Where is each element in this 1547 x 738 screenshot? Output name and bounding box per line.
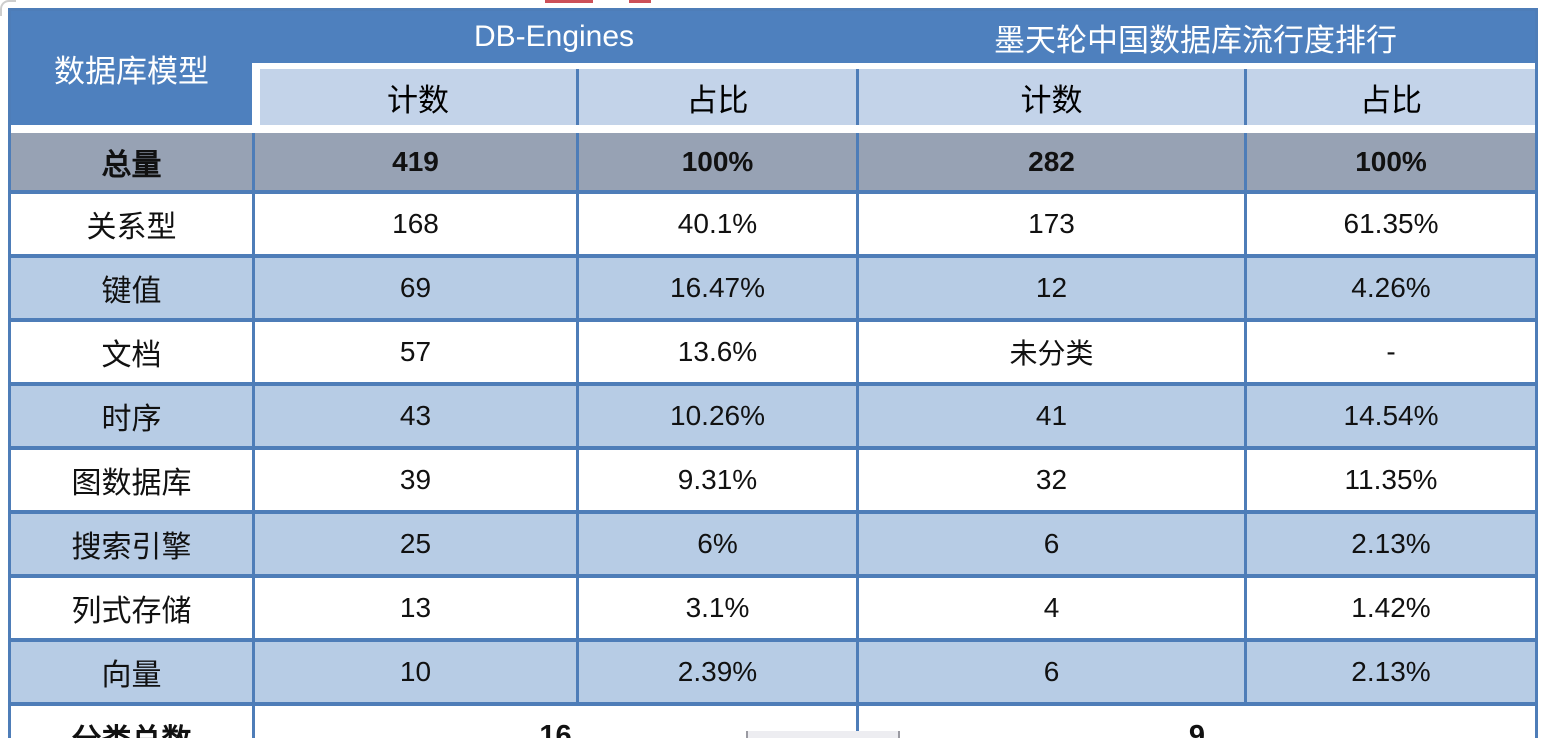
cell-value: 6	[856, 642, 1244, 702]
cropped-red-text-fragment	[545, 0, 593, 3]
cell-value: 3.1%	[576, 578, 856, 638]
table-row: 键值 69 16.47% 12 4.26%	[11, 254, 1535, 318]
cell-value: -	[1244, 322, 1535, 382]
table-row: 搜索引擎 25 6% 6 2.13%	[11, 510, 1535, 574]
cell-value: 13.6%	[576, 322, 856, 382]
cell-category-total-motianlun: 9	[856, 706, 1535, 738]
database-model-comparison-table: 数据库模型 DB-Engines 墨天轮中国数据库流行度排行 计数 占比 计数 …	[8, 8, 1538, 738]
cell-value: 100%	[576, 133, 856, 190]
cell-value: 11.35%	[1244, 450, 1535, 510]
cell-value: 6	[856, 514, 1244, 574]
cell-value: 2.39%	[576, 642, 856, 702]
row-label: 列式存储	[71, 595, 192, 628]
cropped-red-text-fragment	[629, 0, 651, 3]
table-row-total: 总量 419 100% 282 100%	[11, 133, 1535, 190]
table-row: 时序 43 10.26% 41 14.54%	[11, 382, 1535, 446]
cell-value: 57	[252, 322, 576, 382]
cell-value: 2.13%	[1244, 642, 1535, 702]
header-separator	[252, 63, 1535, 69]
cell-value: 16.47%	[576, 258, 856, 318]
horizontal-scrollbar-thumb[interactable]	[746, 731, 900, 738]
table-row: 关系型 168 40.1% 173 61.35%	[11, 190, 1535, 254]
row-label: 向量	[101, 659, 162, 692]
cell-value: 25	[252, 514, 576, 574]
page-corner-artifact	[0, 0, 16, 16]
subheader-count-db-engines: 计数	[252, 69, 576, 125]
row-label: 搜索引擎	[71, 531, 192, 564]
cell-value: 282	[856, 133, 1244, 190]
header-body-separator	[11, 125, 1535, 133]
cell-value: 41	[856, 386, 1244, 446]
cell-value: 173	[856, 194, 1244, 254]
cell-value: 61.35%	[1244, 194, 1535, 254]
corner-header-cell: 数据库模型	[11, 11, 252, 125]
cell-value: 12	[856, 258, 1244, 318]
subheader-count-motianlun: 计数	[856, 69, 1244, 125]
row-label: 总量	[101, 148, 162, 182]
cell-value: 14.54%	[1244, 386, 1535, 446]
table-row: 向量 10 2.39% 6 2.13%	[11, 638, 1535, 702]
cell-value: 43	[252, 386, 576, 446]
cell-value: 4.26%	[1244, 258, 1535, 318]
cell-value: 10	[252, 642, 576, 702]
cell-value: 39	[252, 450, 576, 510]
group-header-db-engines: DB-Engines	[473, 20, 635, 53]
cell-value: 32	[856, 450, 1244, 510]
table-header: 数据库模型 DB-Engines 墨天轮中国数据库流行度排行 计数 占比 计数 …	[11, 11, 1535, 125]
cell-value: 168	[252, 194, 576, 254]
cell-value: 9.31%	[576, 450, 856, 510]
cell-value: 69	[252, 258, 576, 318]
row-label: 关系型	[86, 211, 177, 244]
cell-value: 2.13%	[1244, 514, 1535, 574]
subheader-share-db-engines: 占比	[576, 69, 856, 125]
cell-value: 10.26%	[576, 386, 856, 446]
row-label: 文档	[101, 339, 162, 372]
cell-value: 13	[252, 578, 576, 638]
row-label: 图数据库	[71, 467, 192, 500]
row-label: 键值	[101, 275, 162, 308]
cell-category-total-db-engines: 16	[252, 706, 856, 738]
cell-value: 100%	[1244, 133, 1535, 190]
subheader-share-motianlun: 占比	[1244, 69, 1535, 125]
table-row: 文档 57 13.6% 未分类 -	[11, 318, 1535, 382]
cell-value: 419	[252, 133, 576, 190]
group-header-band: DB-Engines 墨天轮中国数据库流行度排行	[252, 11, 1535, 63]
row-label: 时序	[101, 403, 162, 436]
cell-value: 4	[856, 578, 1244, 638]
group-header-motianlun: 墨天轮中国数据库流行度排行	[994, 22, 1397, 58]
row-label: 分类总数	[11, 706, 252, 738]
table-row: 列式存储 13 3.1% 4 1.42%	[11, 574, 1535, 638]
cell-value: 未分类	[856, 322, 1244, 382]
table-row: 图数据库 39 9.31% 32 11.35%	[11, 446, 1535, 510]
table-row-footer: 分类总数 16 9	[11, 702, 1535, 738]
cell-value: 6%	[576, 514, 856, 574]
cell-value: 40.1%	[576, 194, 856, 254]
cell-value: 1.42%	[1244, 578, 1535, 638]
